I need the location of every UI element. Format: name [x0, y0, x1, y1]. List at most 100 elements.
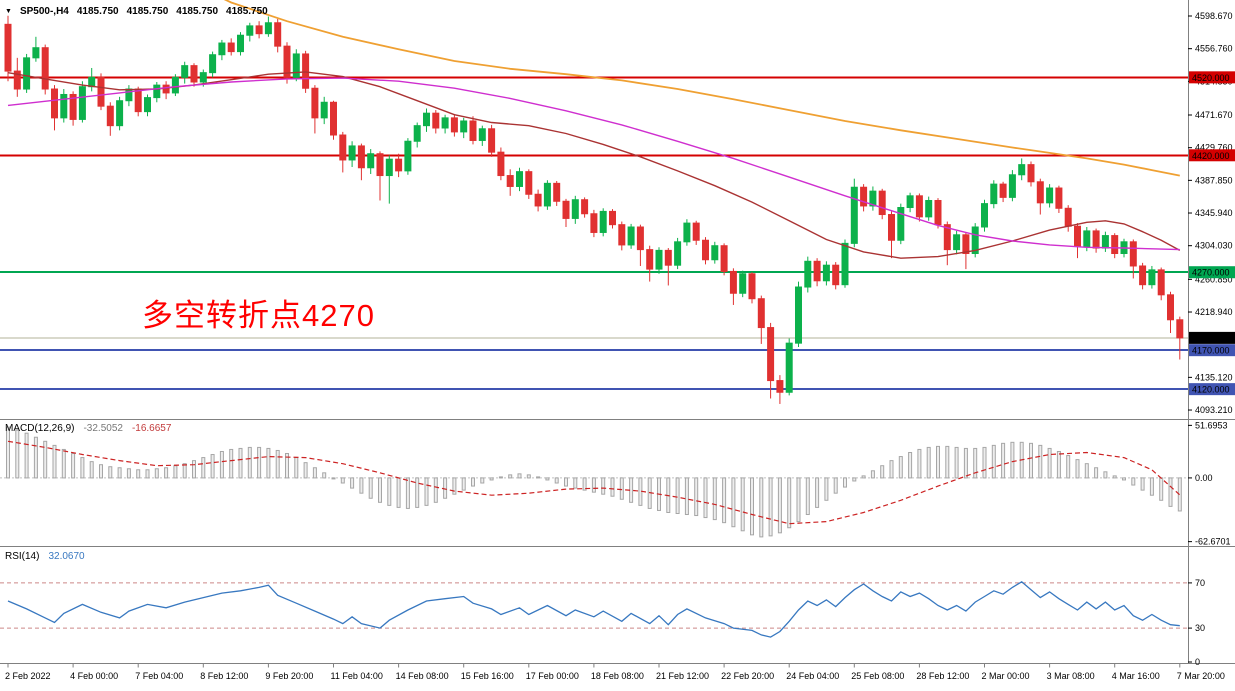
macd-bar	[805, 477, 810, 516]
macd-bar	[1103, 471, 1108, 479]
time-tick-label: 15 Feb 16:00	[461, 671, 514, 681]
candle-body	[962, 234, 970, 255]
macd-bar	[43, 440, 48, 479]
time-tick-label: 4 Mar 16:00	[1112, 671, 1160, 681]
candle-body	[646, 249, 654, 270]
macd-bar	[117, 467, 122, 479]
macd-bar	[405, 477, 410, 509]
macd-bar	[1112, 475, 1117, 479]
macd-bar	[740, 477, 745, 532]
price-label-text: 4520.000	[1192, 73, 1230, 83]
macd-bar	[480, 477, 485, 484]
macd-bar	[843, 477, 847, 488]
macd-bar	[1131, 477, 1136, 486]
macd-bar	[768, 477, 773, 537]
price-label-box	[1189, 71, 1235, 84]
candle-body	[116, 100, 124, 127]
ma-slow-line	[223, 0, 1180, 177]
macd-bar	[1029, 442, 1033, 479]
candle-body	[571, 199, 579, 219]
macd-bar	[545, 477, 550, 481]
macd-bar	[1094, 467, 1099, 479]
macd-bar	[824, 477, 829, 501]
candle-body	[943, 224, 951, 251]
macd-bar	[926, 446, 931, 479]
candle-body	[32, 47, 40, 59]
price-axis: 4598.6704556.7604514.8504471.6704429.760…	[1188, 11, 1233, 415]
macd-bar	[433, 477, 438, 503]
candle-body	[850, 186, 858, 244]
candle-body	[785, 342, 793, 393]
candle-body	[218, 42, 226, 56]
candle-body	[543, 182, 551, 207]
macd-bar	[536, 476, 541, 479]
rsi-panel: 70 30 0	[0, 578, 1205, 667]
candle-body	[888, 214, 895, 241]
time-tick-label: 11 Feb 04:00	[331, 671, 383, 681]
candle-body	[748, 273, 756, 300]
candle-body	[1092, 230, 1100, 249]
macd-bar	[945, 445, 950, 479]
ma-mid-line	[7, 77, 1180, 251]
candle-body	[13, 70, 21, 90]
candle-body	[134, 88, 142, 113]
macd-bar	[498, 476, 503, 479]
candle-body	[1036, 181, 1044, 204]
macd-bar	[387, 477, 392, 506]
macd-bar	[312, 467, 317, 479]
candle-body	[450, 117, 458, 133]
macd-bar	[582, 477, 587, 491]
candle-body	[581, 199, 589, 215]
candle-body	[51, 88, 58, 119]
candle-body	[1129, 241, 1137, 267]
candle-body	[720, 245, 728, 272]
candle-body	[1027, 164, 1035, 183]
candle-body	[264, 22, 272, 35]
time-tick-label: 4 Feb 00:00	[70, 671, 118, 681]
ohlc-close: 4185.750	[226, 6, 268, 17]
macd-bar	[675, 477, 680, 514]
rsi-axis-label: 30	[1195, 623, 1205, 633]
time-tick-label: 2 Mar 00:00	[982, 671, 1030, 681]
rsi-value: 32.0670	[48, 551, 85, 562]
price-tick-label: 4345.940	[1195, 208, 1233, 218]
candle-body	[869, 190, 877, 207]
candle-body	[190, 65, 198, 83]
price-label-box	[1189, 266, 1235, 279]
candle-body	[925, 199, 933, 218]
candle-body	[906, 195, 914, 209]
candle-body	[860, 186, 868, 207]
macd-panel: 51.6953 0.00 -62.6701	[0, 420, 1231, 547]
price-label-box	[1189, 344, 1235, 357]
symbol-period-label: SP500-,H4	[19, 6, 69, 17]
rsi-name: RSI(14)	[5, 551, 40, 562]
macd-bar	[489, 477, 494, 481]
macd-bar	[508, 474, 513, 479]
candle-body	[153, 84, 161, 99]
macd-bar	[136, 469, 141, 479]
macd-bar	[982, 446, 987, 479]
macd-bar	[991, 444, 996, 479]
macd-bar	[6, 426, 10, 479]
candle-body	[767, 327, 775, 382]
symbol-dropdown-icon[interactable]: ▼	[5, 8, 12, 15]
macd-name: MACD(12,26,9)	[5, 423, 75, 434]
candle-body	[292, 53, 300, 78]
macd-bar	[908, 452, 913, 479]
macd-bar	[731, 477, 736, 528]
panel-separators	[0, 0, 1235, 664]
macd-bar	[452, 477, 457, 495]
candle-body	[432, 112, 440, 129]
candle-body	[999, 183, 1007, 198]
macd-bar	[52, 444, 57, 479]
macd-bar	[192, 460, 196, 479]
candle-body	[804, 260, 812, 288]
macd-bar	[378, 477, 382, 503]
candle-body	[88, 76, 96, 88]
candle-body	[1074, 225, 1081, 247]
price-label-text: 4120.000	[1192, 385, 1230, 395]
candle-body	[274, 22, 282, 47]
chart-annotation-text: 多空转折点4270	[142, 298, 375, 333]
